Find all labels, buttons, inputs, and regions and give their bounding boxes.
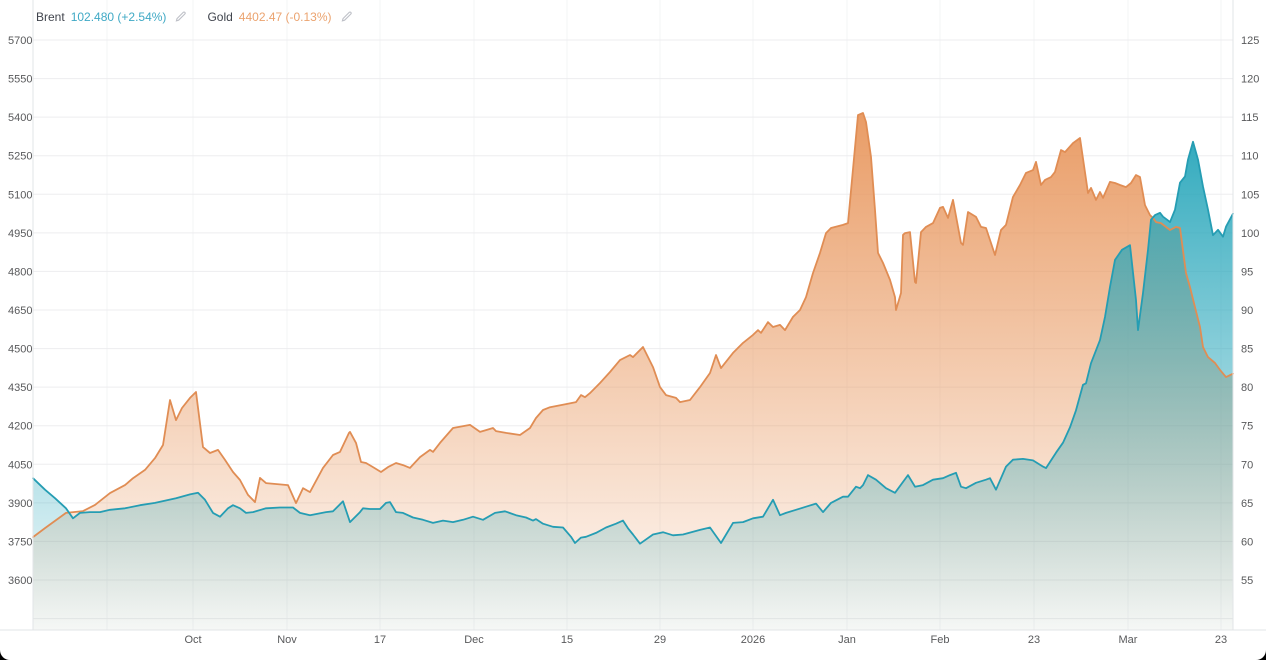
right-axis-label[interactable]: 120: [1241, 74, 1259, 86]
left-axis-label[interactable]: 3900: [8, 498, 32, 510]
time-axis-label[interactable]: 23: [1215, 634, 1227, 646]
time-axis-label[interactable]: Jan: [838, 634, 856, 646]
left-axis-label[interactable]: 3750: [8, 536, 32, 548]
series-name-brent: Brent: [36, 10, 65, 24]
time-axis-label[interactable]: Mar: [1119, 634, 1138, 646]
right-axis-label[interactable]: 65: [1241, 498, 1253, 510]
time-axis-label[interactable]: Dec: [464, 634, 484, 646]
time-axis-label[interactable]: 17: [374, 634, 386, 646]
left-axis-label[interactable]: 3600: [8, 575, 32, 587]
left-axis-label[interactable]: 5550: [8, 74, 32, 86]
right-axis-label[interactable]: 60: [1241, 536, 1253, 548]
left-axis-label[interactable]: 4050: [8, 459, 32, 471]
left-axis-label[interactable]: 4650: [8, 305, 32, 317]
area-brent: [33, 141, 1233, 631]
left-axis-label[interactable]: 5700: [8, 35, 32, 47]
legend-item-gold[interactable]: Gold 4402.47 (-0.13%): [207, 10, 352, 24]
edit-pencil-icon[interactable]: [174, 9, 187, 22]
right-axis-label[interactable]: 125: [1241, 35, 1259, 47]
time-axis-label[interactable]: 15: [561, 634, 573, 646]
left-axis-label[interactable]: 5400: [8, 112, 32, 124]
time-axis-label[interactable]: 29: [654, 634, 666, 646]
right-axis-label[interactable]: 55: [1241, 575, 1253, 587]
left-axis-label[interactable]: 5250: [8, 151, 32, 163]
series-value-brent: 102.480 (+2.54%): [70, 10, 167, 24]
right-axis-label[interactable]: 105: [1241, 189, 1259, 201]
left-axis-label[interactable]: 5100: [8, 189, 32, 201]
legend: Brent 102.480 (+2.54%) Gold 4402.47 (-0.…: [36, 10, 353, 24]
right-axis-label[interactable]: 100: [1241, 228, 1259, 240]
left-axis-label[interactable]: 4500: [8, 344, 32, 356]
right-axis-label[interactable]: 70: [1241, 459, 1253, 471]
time-axis-label[interactable]: Nov: [277, 634, 297, 646]
series-value-gold: 4402.47 (-0.13%): [238, 10, 332, 24]
right-axis-label[interactable]: 110: [1241, 151, 1259, 163]
time-axis-label[interactable]: Feb: [931, 634, 950, 646]
right-axis-label[interactable]: 80: [1241, 382, 1253, 394]
legend-item-brent[interactable]: Brent 102.480 (+2.54%): [36, 10, 187, 24]
line-gold: [32, 112, 1234, 538]
left-axis-label[interactable]: 4350: [8, 382, 32, 394]
right-axis-label[interactable]: 95: [1241, 266, 1253, 278]
line-brent: [32, 140, 1234, 545]
series-name-gold: Gold: [207, 10, 233, 24]
right-axis-label[interactable]: 75: [1241, 421, 1253, 433]
left-axis-label[interactable]: 4200: [8, 421, 32, 433]
edit-pencil-icon[interactable]: [340, 9, 353, 22]
time-axis-label[interactable]: 23: [1028, 634, 1040, 646]
right-axis-label[interactable]: 115: [1241, 112, 1259, 124]
time-axis-label[interactable]: 2026: [741, 634, 765, 646]
right-axis-label[interactable]: 85: [1241, 344, 1253, 356]
right-axis-label[interactable]: 90: [1241, 305, 1253, 317]
left-axis-label[interactable]: 4800: [8, 266, 32, 278]
left-axis-label[interactable]: 4950: [8, 228, 32, 240]
time-axis-label[interactable]: Oct: [184, 634, 201, 646]
